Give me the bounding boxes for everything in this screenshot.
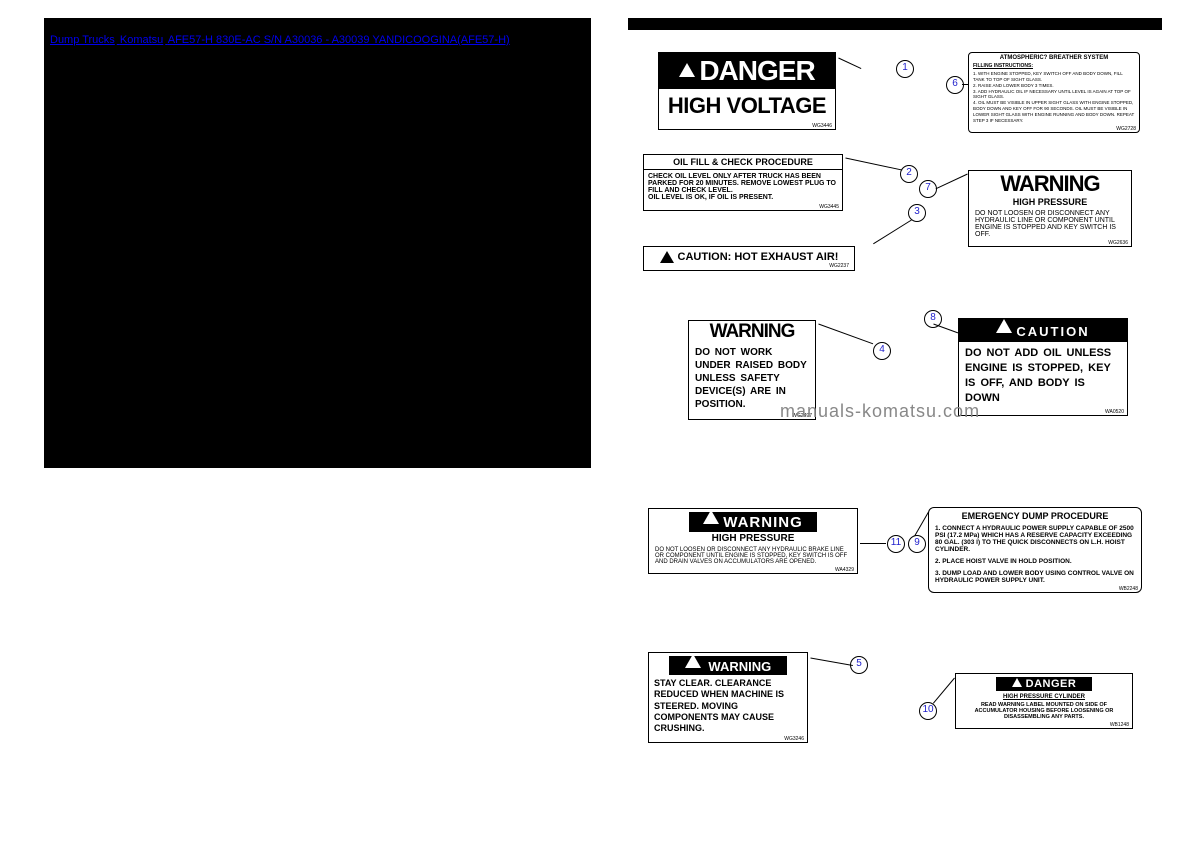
label-header: DANGER — [996, 677, 1092, 691]
label-sub: HIGH PRESSURE — [969, 197, 1131, 207]
label-body: HIGH VOLTAGE — [659, 89, 835, 123]
label-header: WARNING — [969, 171, 1131, 197]
line-4 — [818, 324, 873, 345]
label-body: READ WARNING LABEL MOUNTED ON SIDE OF AC… — [956, 701, 1132, 722]
label-6-breather: ATMOSPHERIC? BREATHER SYSTEM FILLING INS… — [968, 52, 1140, 133]
diagram-panel: DANGER HIGH VOLTAGE WG3446 1 ATMOSPHERIC… — [628, 18, 1162, 834]
label-code: WG2636 — [969, 240, 1131, 246]
breadcrumb-p2[interactable]: Komatsu — [120, 34, 163, 46]
label-sub: FILLING INSTRUCTIONS: — [969, 63, 1139, 71]
label-title: ATMOSPHERIC? BREATHER SYSTEM — [969, 53, 1139, 63]
line-2 — [845, 158, 902, 171]
label-3-hotexhaust: CAUTION: HOT EXHAUST AIR! WG2237 — [643, 246, 855, 271]
callout-1: 1 — [896, 60, 914, 78]
label-11-warning-brake: WARNING HIGH PRESSURE DO NOT LOOSEN OR D… — [648, 508, 858, 574]
line-8 — [933, 324, 958, 334]
danger-header: DANGER — [659, 53, 835, 89]
line-7 — [936, 174, 968, 190]
left-black-panel: Dump Trucks Komatsu AFE57-H 830E-AC S/N … — [44, 18, 591, 468]
label-step3: 3. DUMP LOAD AND LOWER BODY USING CONTRO… — [929, 569, 1141, 586]
line-5 — [810, 658, 853, 666]
label-code: WG2237 — [646, 263, 852, 269]
breadcrumb: Dump Trucks Komatsu AFE57-H 830E-AC S/N … — [50, 34, 512, 46]
callout-11: 11 — [887, 535, 905, 553]
label-code: WG3446 — [659, 123, 835, 129]
breadcrumb-p3[interactable]: AFE57-H 830E-AC S/N A30036 - A30039 YAND… — [168, 34, 510, 46]
label-1-danger-hv: DANGER HIGH VOLTAGE WG3446 — [658, 52, 836, 130]
watermark: manuals-komatsu.com — [780, 401, 980, 422]
callout-6: 6 — [946, 76, 964, 94]
line-1 — [838, 58, 861, 69]
label-code: WB2248 — [929, 586, 1141, 592]
line-10 — [933, 678, 955, 704]
label-body: CHECK OIL LEVEL ONLY AFTER TRUCK HAS BEE… — [644, 170, 842, 204]
label-lines: 1. WITH ENGINE STOPPED, KEY SWITCH OFF A… — [969, 71, 1139, 126]
label-sub: HIGH PRESSURE CYLINDER — [956, 693, 1132, 701]
label-code: WG2728 — [969, 126, 1139, 132]
label-code: WG3445 — [644, 204, 842, 210]
label-header: WARNING — [689, 512, 817, 532]
callout-4: 4 — [873, 342, 891, 360]
line-3 — [873, 220, 912, 245]
callout-2: 2 — [900, 165, 918, 183]
label-10-danger-cylinder: DANGER HIGH PRESSURE CYLINDER READ WARNI… — [955, 673, 1133, 729]
callout-9: 9 — [908, 535, 926, 553]
label-2-oilfill: OIL FILL & CHECK PROCEDURE CHECK OIL LEV… — [643, 154, 843, 211]
label-body: DO NOT ADD OIL UNLESS ENGINE IS STOPPED,… — [959, 342, 1127, 409]
callout-10: 10 — [919, 702, 937, 720]
line-9 — [914, 512, 929, 537]
label-9-emergency-dump: EMERGENCY DUMP PROCEDURE 1. CONNECT A HY… — [928, 507, 1142, 593]
label-header: WARNING — [669, 656, 787, 675]
line-6 — [962, 84, 968, 85]
label-sub: HIGH PRESSURE — [649, 532, 857, 545]
label-code: WA0520 — [959, 409, 1127, 415]
label-7-warning-hp: WARNING HIGH PRESSURE DO NOT LOOSEN OR D… — [968, 170, 1132, 247]
label-body: CAUTION: HOT EXHAUST AIR! — [646, 251, 852, 263]
label-8-caution-oil: CAUTION DO NOT ADD OIL UNLESS ENGINE IS … — [958, 318, 1128, 416]
label-body: DO NOT LOOSEN OR DISCONNECT ANY HYDRAULI… — [969, 207, 1131, 240]
label-code: WG3246 — [649, 736, 807, 742]
label-code: WB1248 — [956, 722, 1132, 728]
label-body: STAY CLEAR. CLEARANCE REDUCED WHEN MACHI… — [649, 677, 807, 736]
label-code: WA4329 — [649, 567, 857, 573]
label-step1: 1. CONNECT A HYDRAULIC POWER SUPPLY CAPA… — [929, 524, 1141, 554]
label-title: OIL FILL & CHECK PROCEDURE — [644, 155, 842, 170]
label-body: DO NOT LOOSEN OR DISCONNECT ANY HYDRAULI… — [649, 545, 857, 567]
line-11 — [860, 543, 886, 544]
label-5-warning-stayclear: WARNING STAY CLEAR. CLEARANCE REDUCED WH… — [648, 652, 808, 743]
breadcrumb-p1[interactable]: Dump Trucks — [50, 34, 115, 46]
label-header: CAUTION — [959, 319, 1127, 342]
callout-7: 7 — [919, 180, 937, 198]
label-title: EMERGENCY DUMP PROCEDURE — [929, 508, 1141, 524]
label-header: WARNING — [689, 321, 815, 345]
label-step2: 2. PLACE HOIST VALVE IN HOLD POSITION. — [929, 554, 1141, 569]
